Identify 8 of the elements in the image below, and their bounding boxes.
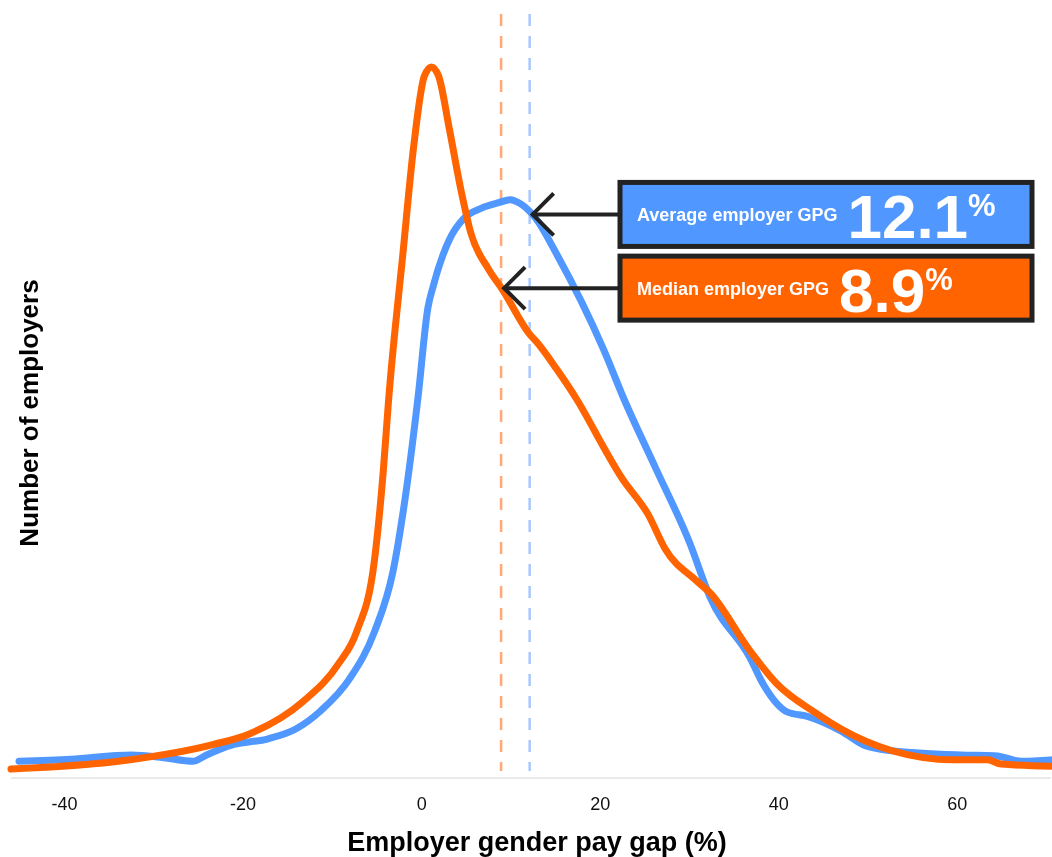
x-tick-label: 40 [768, 794, 789, 814]
x-tick-label: 60 [947, 794, 968, 814]
x-tick-label: 0 [416, 794, 427, 814]
y-axis-title: Number of employers [14, 279, 44, 547]
x-tick-label: -40 [51, 794, 78, 814]
x-axis-title: Employer gender pay gap (%) [347, 827, 727, 857]
x-tick-label: 20 [590, 794, 611, 814]
x-tick-label: -20 [230, 794, 257, 814]
